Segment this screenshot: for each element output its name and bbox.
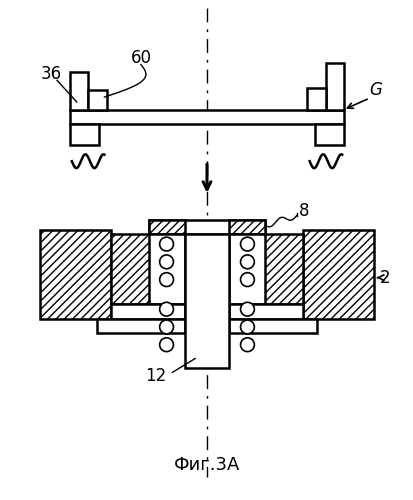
Bar [70,110,343,124]
Bar [228,220,265,234]
Bar [111,234,185,304]
Text: Фиг.3A: Фиг.3A [173,456,240,474]
Bar [228,234,302,304]
Bar [70,72,88,110]
Circle shape [240,272,254,286]
Bar [325,62,343,110]
Bar [96,319,185,333]
Circle shape [240,237,254,251]
Bar [88,90,107,110]
Bar [228,234,265,304]
Bar [70,124,99,146]
Text: G: G [368,81,381,99]
Text: 8: 8 [298,202,308,220]
Bar [306,88,325,110]
Text: 36: 36 [40,66,61,84]
Bar [185,234,228,368]
Circle shape [159,255,173,268]
Text: 60: 60 [130,48,151,66]
Circle shape [240,255,254,268]
Circle shape [159,302,173,316]
Bar [148,234,185,304]
Text: 12: 12 [145,368,166,386]
Circle shape [159,320,173,334]
Bar [148,220,185,234]
Bar [314,124,343,146]
Circle shape [240,338,254,351]
Bar [228,304,302,319]
Bar [228,319,317,333]
Bar [302,230,373,319]
Circle shape [159,237,173,251]
Circle shape [159,272,173,286]
Bar [148,220,265,234]
Circle shape [159,338,173,351]
Text: 2: 2 [378,268,389,286]
Circle shape [240,302,254,316]
Bar [111,304,185,319]
Bar [40,230,111,319]
Circle shape [240,320,254,334]
